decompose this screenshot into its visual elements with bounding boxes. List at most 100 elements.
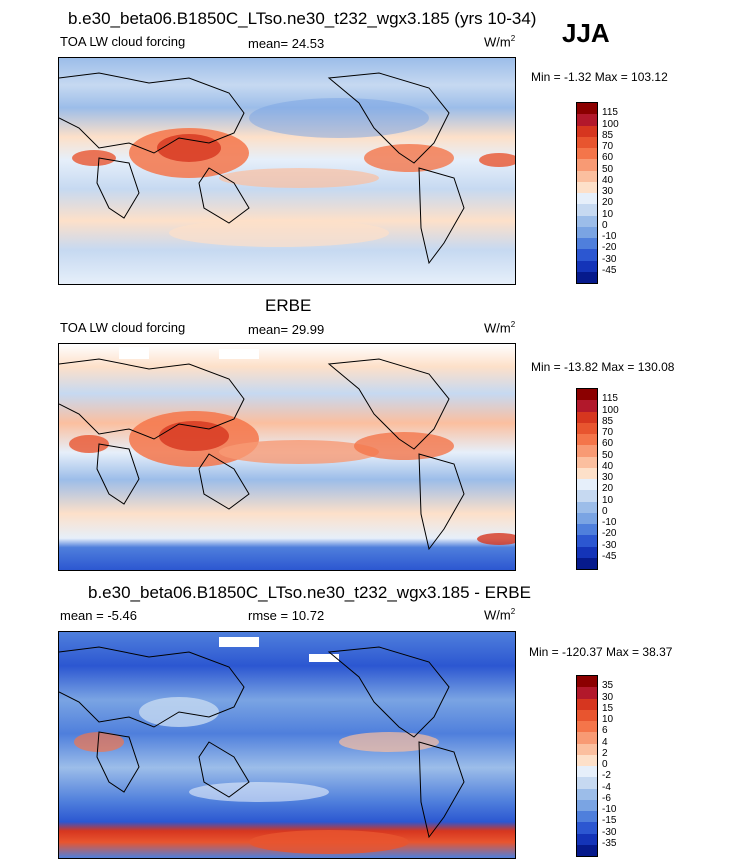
- panel-2-variable-label: TOA LW cloud forcing: [60, 320, 186, 335]
- panel-3-colorbar-swatch: [577, 788, 597, 800]
- panel-1-map: [58, 57, 516, 285]
- panel-1-map-svg: [59, 58, 515, 284]
- panel-2-colorbar-swatch: [577, 490, 597, 502]
- panel-1-colorbar-swatch: [577, 148, 597, 160]
- season-label: JJA: [562, 18, 610, 48]
- panel-2-warm-region-africa: [69, 435, 109, 453]
- panel-2-colorbar-swatch: [577, 434, 597, 446]
- panel-2-colorbar-tick-label: 40: [602, 460, 614, 472]
- panel-2-missing-data-2: [219, 349, 259, 359]
- panel-3-units: W/m2: [484, 607, 516, 623]
- panel-2-warm-region-antarctic: [477, 533, 515, 545]
- panel-2-colorbar-swatch: [577, 467, 597, 479]
- panel-3-missing-data-2: [309, 654, 339, 662]
- panel-3-missing-data-1: [219, 637, 259, 647]
- panel-2-colorbar-swatch: [577, 557, 597, 569]
- panel-1-colorbar-tick-label: 50: [602, 163, 614, 175]
- panel-3-colorbar-tick-label: -30: [602, 826, 617, 838]
- panel-2-colorbar-tick-label: -20: [602, 528, 617, 540]
- panel-1-colorbar-tick-label: 40: [602, 174, 614, 186]
- panel-1-colorbar: [576, 102, 598, 284]
- panel-1-minmax: Min = -1.32 Max = 103.12: [531, 70, 668, 84]
- panel-3-neutral-band: [189, 782, 329, 802]
- panel-2-colorbar-tick-label: -45: [602, 550, 617, 562]
- panel-3-colorbar-swatch: [577, 766, 597, 778]
- panel-3-colorbar-tick-label: -15: [602, 815, 617, 827]
- panel-1-mean-label: mean= 24.53: [248, 36, 325, 51]
- panel-2-colorbar-labels: 115 100 85 70 60 50 40 30 20 10 0 -10 -20 -30 -45: [602, 388, 642, 568]
- panel-3-colorbar-swatch: [577, 709, 597, 721]
- panel-1-cool-region-north-pacific: [249, 98, 429, 138]
- panel-2-colorbar-swatch: [577, 445, 597, 457]
- panel-3-title: b.e30_beta06.B1850C_LTso.ne30_t232_wgx3.…: [88, 583, 531, 602]
- panel-3-colorbar-tick-label: -35: [602, 837, 617, 849]
- panel-3-colorbar-tick-label: 4: [602, 736, 608, 748]
- panel-1-warm-region-east: [479, 153, 515, 167]
- panel-3-colorbar-tick-label: -4: [602, 781, 611, 793]
- panel-1-colorbar-tick-label: 70: [602, 141, 614, 152]
- panel-3-colorbar-tick-label: -2: [602, 770, 611, 782]
- panel-1-colorbar-tick-label: -10: [602, 231, 617, 242]
- panel-1-colorbar-swatch: [577, 238, 597, 250]
- panel-3-colorbar-tick-label: -10: [602, 804, 617, 815]
- panel-1-colorbar-tick-label: 115: [602, 107, 618, 119]
- panel-1-colorbar-swatch: [577, 204, 597, 216]
- panel-1-warm-core-asia: [157, 134, 221, 162]
- panel-1-itcz-band: [219, 168, 379, 188]
- panel-2-colorbar-tick-label: 60: [602, 438, 614, 450]
- panel-2-colorbar-swatch: [577, 535, 597, 547]
- panel-1-colorbar-swatch: [577, 226, 597, 238]
- panel-1-colorbar-swatch: [577, 215, 597, 227]
- panel-3-warm-region-southern-ocean: [249, 830, 409, 854]
- panel-1-colorbar-tick-label: 85: [602, 129, 614, 141]
- panel-2-colorbar-swatch: [577, 456, 597, 468]
- panel-1-colorbar-tick-label: 60: [602, 152, 614, 164]
- panel-1-colorbar-swatch: [577, 271, 597, 283]
- panel-3-colorbar-swatch: [577, 833, 597, 845]
- panel-2-map: [58, 343, 516, 571]
- panel-2-mean-label: mean= 29.99: [248, 322, 325, 337]
- panel-2-colorbar-swatch: [577, 422, 597, 434]
- panel-2-warm-region-central-america: [354, 432, 454, 460]
- panel-3-colorbar-tick-label: 0: [602, 759, 608, 770]
- panel-2-minmax: Min = -13.82 Max = 130.08: [531, 360, 675, 374]
- panel-2-itcz-band: [219, 440, 379, 464]
- panel-3-colorbar-swatch: [577, 844, 597, 856]
- panel-2-colorbar-tick-label: 85: [602, 415, 614, 427]
- panel-3-colorbar-tick-label: 35: [602, 680, 614, 692]
- panel-2-map-svg: [59, 344, 515, 570]
- panel-1-colorbar-swatch: [577, 125, 597, 137]
- panel-1-warm-region-africa: [72, 150, 116, 166]
- panel-1-colorbar-swatch: [577, 181, 597, 193]
- panel-2-colorbar-swatch: [577, 400, 597, 412]
- panel-3-colorbar-swatch: [577, 822, 597, 834]
- panel-1-units: W/m2: [484, 34, 516, 50]
- panel-3-colorbar-swatch: [577, 811, 597, 823]
- panel-2-colorbar-swatch: [577, 524, 597, 536]
- panel-1-colorbar-swatch: [577, 114, 597, 126]
- panel-1-colorbar-swatch: [577, 103, 597, 115]
- panel-1-colorbar-tick-label: 30: [602, 186, 614, 197]
- panel-1-colorbar-tick-label: -20: [602, 242, 617, 254]
- panel-2-colorbar-tick-label: 50: [602, 449, 614, 461]
- panel-2-colorbar-tick-label: -10: [602, 517, 617, 528]
- panel-3-colorbar-labels: 35 30 15 10 6 4 2 0 -2 -4 -6 -10 -15 -30 -35: [602, 675, 642, 855]
- panel-1-colorbar-swatch: [577, 170, 597, 182]
- panel-3-colorbar-tick-label: 10: [602, 714, 614, 725]
- panel-2-missing-data-1: [119, 347, 149, 359]
- panel-3-colorbar-swatch: [577, 698, 597, 710]
- panel-3-colorbar-tick-label: 15: [602, 702, 614, 714]
- panel-3-colorbar: [576, 675, 598, 857]
- panel-3-colorbar-swatch: [577, 687, 597, 699]
- panel-3-coastlines: [59, 646, 465, 839]
- panel-2-colorbar-tick-label: 0: [602, 505, 608, 517]
- panel-1-colorbar-tick-label: 20: [602, 197, 614, 209]
- panel-1-colorbar-swatch: [577, 136, 597, 148]
- panel-1-colorbar-tick-label: 10: [602, 208, 614, 220]
- panel-3-map: [58, 631, 516, 859]
- panel-1-colorbar-swatch: [577, 159, 597, 171]
- panel-2-title: ERBE: [265, 296, 312, 315]
- panel-3-rmse-label: rmse = 10.72: [248, 608, 325, 623]
- panel-1-colorbar-tick-label: 0: [602, 219, 608, 231]
- panel-3-colorbar-swatch: [577, 721, 597, 733]
